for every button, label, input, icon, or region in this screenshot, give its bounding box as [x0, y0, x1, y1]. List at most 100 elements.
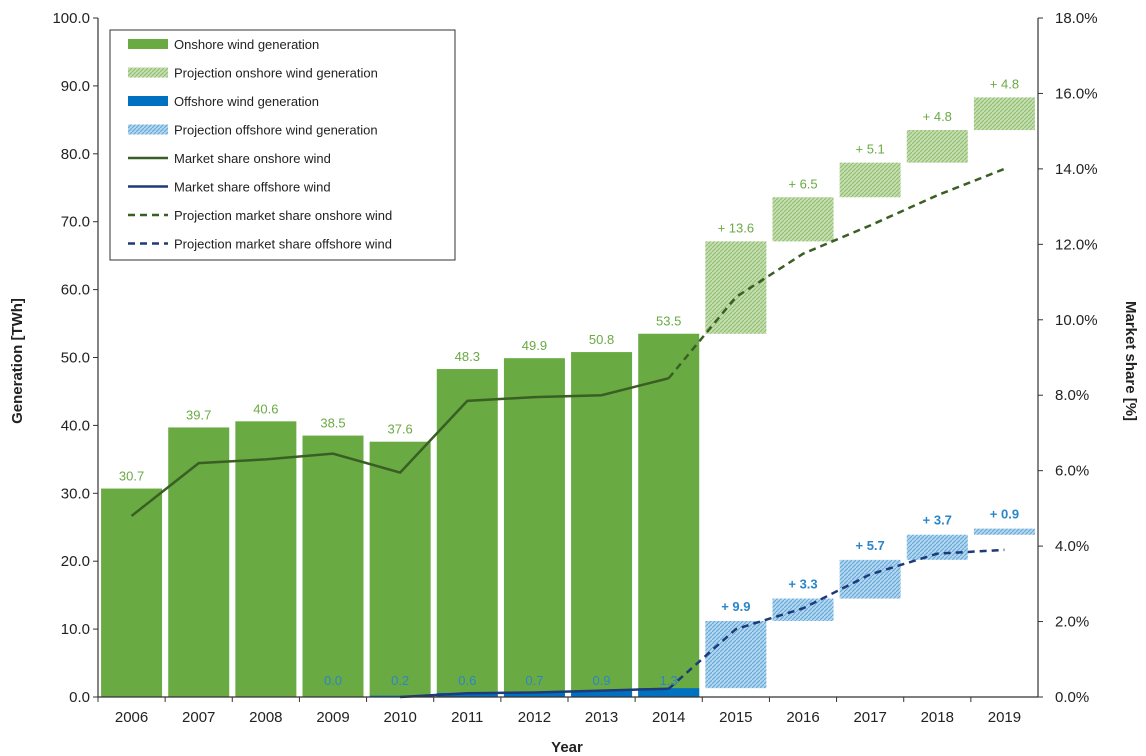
legend: Onshore wind generation Projection onshor… [109, 29, 456, 261]
y2-tick-label: 14.0% [1055, 161, 1098, 178]
onshore-label-2010: 37.6 [387, 422, 412, 437]
legend-label: Offshore wind generation [174, 94, 319, 109]
projection-onshore-bar-2016 [772, 197, 834, 242]
offshore-bar-2011 [436, 692, 498, 697]
y2-tick-label: 16.0% [1055, 85, 1098, 102]
offshore-label-2011: 0.6 [458, 673, 476, 688]
onshore-label-2008: 40.6 [253, 401, 278, 416]
onshore-label-2011: 48.3 [455, 349, 480, 364]
onshore-label-2012: 49.9 [522, 338, 547, 353]
x-tick-label: 2007 [182, 709, 215, 726]
y-axis-title: Generation [TWh] [9, 298, 26, 424]
y-tick-label: 10.0 [61, 621, 90, 638]
onshore-bar-2013 [571, 352, 633, 697]
y2-tick-label: 18.0% [1055, 10, 1098, 27]
y2-axis-title: Market share [%] [1122, 301, 1139, 421]
offshore-bar-2014 [638, 688, 700, 697]
projection-onshore-label-2018: + 4.8 [923, 109, 952, 124]
y2-tick-label: 2.0% [1055, 614, 1089, 631]
x-tick-label: 2009 [316, 709, 349, 726]
y-tick-label: 70.0 [61, 214, 90, 231]
onshore-bar-2009 [302, 435, 364, 697]
y2-tick-label: 10.0% [1055, 312, 1098, 329]
legend-label: Projection onshore wind generation [174, 66, 378, 81]
y-tick-label: 30.0 [61, 485, 90, 502]
x-tick-label: 2016 [786, 709, 819, 726]
y-tick-label: 0.0 [69, 689, 90, 706]
x-tick-label: 2012 [518, 709, 551, 726]
onshore-bar-2014 [638, 333, 700, 697]
projection-offshore-label-2019: + 0.9 [990, 507, 1019, 522]
onshore-label-2013: 50.8 [589, 332, 614, 347]
y-tick-label: 100.0 [52, 10, 90, 27]
y2-tick-label: 4.0% [1055, 538, 1089, 555]
y2-tick-label: 12.0% [1055, 236, 1098, 253]
lines-layer [130, 167, 1005, 699]
projection-offshore-bar-2017 [839, 559, 901, 599]
legend-swatch-onshore_projection [128, 67, 168, 78]
legend-label: Market share offshore wind [174, 180, 331, 195]
offshore-label-2013: 0.9 [593, 673, 611, 688]
onshore-label-2014: 53.5 [656, 314, 681, 329]
offshore-label-2014: 1.3 [660, 673, 678, 688]
offshore-label-2009: 0.0 [324, 673, 342, 688]
onshore-label-2007: 39.7 [186, 407, 211, 422]
legend-label: Projection market share offshore wind [174, 237, 392, 252]
legend-label: Market share onshore wind [174, 151, 331, 166]
bars-layer [101, 97, 1035, 697]
offshore-label-2012: 0.7 [525, 673, 543, 688]
x-tick-label: 2013 [585, 709, 618, 726]
x-tick-label: 2018 [921, 709, 954, 726]
onshore-label-2006: 30.7 [119, 469, 144, 484]
y2-tick-label: 0.0% [1055, 689, 1089, 706]
projection-onshore-bar-2018 [906, 130, 968, 163]
legend-box [109, 29, 456, 261]
legend-swatch-offshore_projection [128, 124, 168, 135]
axes-layer: 0.0 10.0 20.0 30.0 40.0 50.0 60.0 70.0 80.0 90.0 1… [52, 10, 1097, 726]
projection-offshore-label-2015: + 9.9 [721, 599, 750, 614]
projection-onshore-label-2019: + 4.8 [990, 76, 1019, 91]
x-tick-label: 2006 [115, 709, 148, 726]
projection-onshore-label-2015: + 13.6 [718, 220, 755, 235]
legend-label: Onshore wind generation [174, 37, 319, 52]
onshore-bar-2011 [436, 369, 498, 697]
x-tick-label: 2014 [652, 709, 685, 726]
y-tick-label: 50.0 [61, 350, 90, 367]
onshore-bar-2010 [369, 441, 431, 697]
projection-offshore-label-2018: + 3.7 [923, 513, 952, 528]
x-tick-label: 2010 [383, 709, 416, 726]
offshore-label-2010: 0.2 [391, 673, 409, 688]
projection-onshore-label-2016: + 6.5 [788, 176, 817, 191]
projection-offshore-bar-2015 [705, 620, 767, 689]
projection-offshore-bar-2016 [772, 598, 834, 621]
market-share-onshore-line [130, 377, 670, 517]
x-tick-label: 2011 [451, 709, 483, 726]
onshore-label-2009: 38.5 [320, 416, 345, 431]
legend-label: Projection offshore wind generation [174, 123, 378, 138]
projection-onshore-label-2017: + 5.1 [856, 142, 885, 157]
x-tick-label: 2015 [719, 709, 752, 726]
projection-onshore-bar-2017 [839, 162, 901, 198]
legend-swatch-onshore [128, 39, 168, 49]
y2-tick-label: 8.0% [1055, 387, 1089, 404]
projection-offshore-label-2017: + 5.7 [856, 538, 885, 553]
y2-tick-label: 6.0% [1055, 463, 1089, 480]
projection-onshore-bar-2015 [705, 241, 767, 334]
x-tick-label: 2019 [988, 709, 1021, 726]
projection-market-share-onshore-line [667, 167, 1005, 380]
x-axis-title: Year [551, 739, 583, 756]
data-labels-layer: 30.7 39.7 40.6 38.5 37.6 48.3 49.9 50.8 53.5 0.0 0… [119, 76, 1019, 688]
market-share-offshore-line [400, 687, 669, 699]
y-tick-label: 20.0 [61, 553, 90, 570]
onshore-bar-2012 [503, 358, 565, 697]
projection-market-share-offshore-line [667, 548, 1005, 690]
projection-onshore-bar-2019 [973, 97, 1035, 131]
legend-swatch-offshore [128, 96, 168, 106]
y-tick-label: 80.0 [61, 146, 90, 163]
x-tick-label: 2008 [249, 709, 282, 726]
offshore-bar-2013 [571, 690, 633, 697]
x-tick-label: 2017 [853, 709, 886, 726]
legend-label: Projection market share onshore wind [174, 208, 392, 223]
y-tick-label: 90.0 [61, 78, 90, 95]
